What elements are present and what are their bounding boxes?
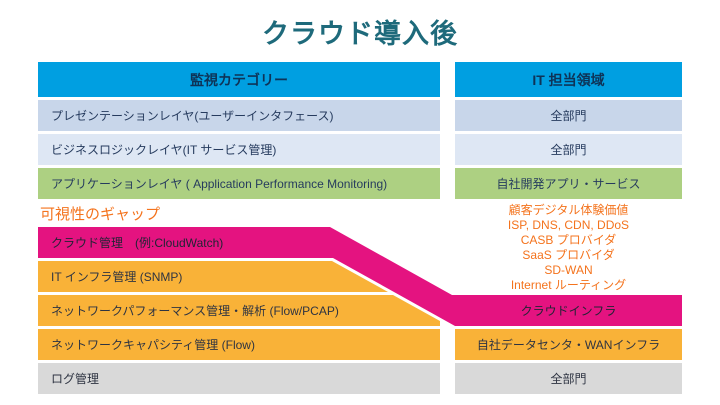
visibility-gap-list: 顧客デジタル体験価値 ISP, DNS, CDN, DDoS CASB プロバイ… (455, 203, 682, 292)
gap-item-saas-provider: SaaS プロバイダ (522, 247, 615, 262)
cell-inhouse-apps-services: 自社開発アプリ・サービス (455, 168, 682, 199)
cell-all-departments-1: 全部門 (455, 100, 682, 131)
row-business-logic-layer: ビジネスロジックレイヤ(IT サービス管理) (38, 134, 440, 165)
gap-item-internet-routing: Internet ルーティング (510, 277, 627, 292)
row-application-layer: アプリケーションレイヤ ( Application Performance Mo… (38, 168, 440, 199)
gap-item-sd-wan: SD-WAN (544, 262, 593, 277)
cell-all-departments-2: 全部門 (455, 134, 682, 165)
row-network-performance-management: ネットワークパフォーマンス管理・解析 (Flow/PCAP) (38, 295, 440, 326)
row-presentation-layer: プレゼンテーションレイヤ(ユーザーインタフェース) (38, 100, 440, 131)
header-monitoring-category: 監視カテゴリー (38, 62, 440, 97)
row-network-capacity-management: ネットワークキャパシティ管理 (Flow) (38, 329, 440, 360)
visibility-gap-label: 可視性のギャップ (40, 206, 161, 223)
header-it-area: IT 担当領域 (455, 62, 682, 97)
gap-item-customer-digital-experience: 顧客デジタル体験価値 (508, 203, 629, 217)
row-it-infra-management: IT インフラ管理 (SNMP) (38, 261, 388, 292)
row-log-management: ログ管理 (38, 363, 440, 394)
gap-item-casb-provider: CASB プロバイダ (520, 232, 617, 247)
cell-all-departments-3: 全部門 (455, 363, 682, 394)
cell-cloud-infra: クラウドインフラ (520, 304, 617, 318)
gap-item-isp-dns-cdn-ddos: ISP, DNS, CDN, DDoS (507, 217, 630, 232)
slide-title: クラウド導入後 (262, 19, 458, 49)
row-cloud-management: クラウド管理 (例:CloudWatch) (51, 236, 224, 250)
cell-own-datacenter-wan-infra: 自社データセンタ・WANインフラ (455, 329, 682, 360)
